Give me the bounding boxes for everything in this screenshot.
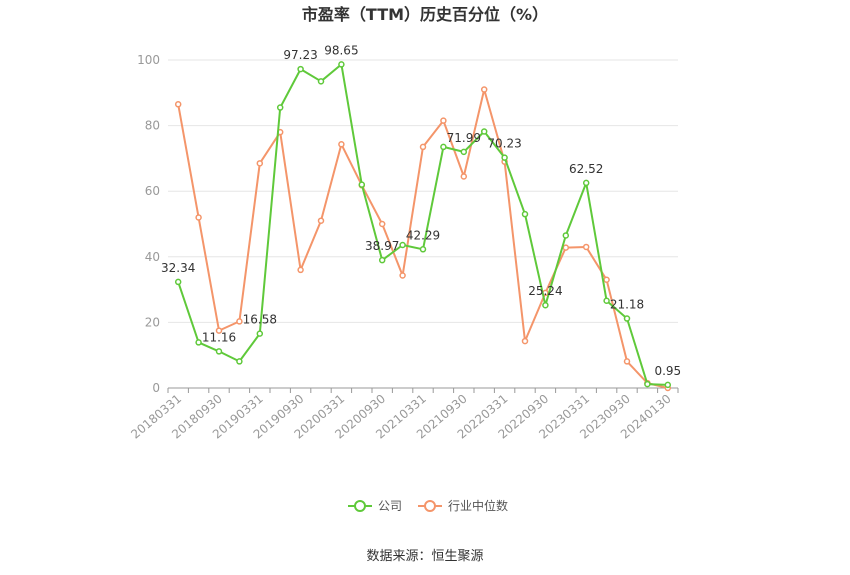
company-point-20190930 [297, 65, 304, 73]
company-point-20230630 [603, 297, 610, 305]
industry-median-point-20181231 [236, 318, 243, 325]
legend-item-company[interactable]: 公司 [348, 499, 402, 513]
company-point-20190630 [276, 104, 284, 111]
company-point-20221231 [562, 232, 570, 239]
chart-title: 市盈率（TTM）历史百分位（%） [302, 5, 548, 24]
industry-median-point-20210930 [460, 173, 468, 180]
company-point-20240130 [664, 381, 672, 389]
company-point-20220331 [501, 154, 508, 161]
legend-marker-icon [354, 500, 366, 512]
legend-item-industry-median[interactable]: 行业中位数 [418, 498, 508, 513]
industry-median-point-20180930 [215, 327, 223, 334]
company-point-20181231 [236, 358, 243, 365]
company-data-label-20200331: 98.65 [324, 43, 358, 57]
industry-median-point-20210331 [419, 143, 427, 151]
industry-median-point-20191231 [317, 217, 325, 224]
company-point-20191231 [317, 78, 325, 85]
company-data-label-20180331: 32.34 [161, 261, 195, 275]
company-point-20210331 [419, 246, 427, 253]
company-point-20180930 [215, 348, 223, 355]
legend[interactable]: 公司 行业中位数 [348, 498, 508, 513]
company-point-20230331 [582, 179, 590, 187]
company-point-20220630 [521, 210, 529, 218]
company-point-20210630 [440, 143, 447, 151]
industry-median-point-20190930 [297, 266, 304, 274]
company-point-20231231 [644, 380, 651, 388]
company-point-20200630 [358, 181, 366, 188]
y-axis: 0 20 40 60 80 100 [137, 53, 160, 395]
company-point-20201231 [399, 241, 406, 249]
company-data-label-20190930: 97.23 [283, 48, 317, 62]
source-note: 数据来源：恒生聚源 [366, 549, 483, 564]
company-point-20210930 [460, 148, 468, 156]
company-data-label-20180930: 11.16 [202, 330, 236, 344]
industry-median-point-20230930 [623, 358, 631, 365]
industry-median-point-20211231 [480, 86, 488, 93]
company-data-label-20220331: 70.23 [487, 137, 521, 151]
industry-median-point-20180630 [195, 214, 202, 221]
y-tick-label-80: 80 [145, 119, 160, 133]
company-point-20190331 [256, 330, 264, 337]
industry-median-point-20180331 [174, 101, 182, 108]
y-tick-label-40: 40 [145, 250, 160, 264]
company-point-20180630 [195, 339, 202, 346]
company-point-20200331 [338, 61, 345, 68]
company-data-label-20230930: 21.18 [610, 298, 644, 312]
y-tick-label-0: 0 [152, 381, 160, 395]
series-group [174, 61, 672, 392]
company-data-label-20200930: 38.97 [365, 239, 399, 253]
industry-median-point-20190331 [256, 160, 264, 167]
company-point-20230930 [623, 315, 631, 322]
y-tick-label-20: 20 [145, 315, 160, 329]
company-data-label-20220930: 25.24 [528, 284, 562, 298]
industry-median-point-20201231 [399, 272, 406, 279]
legend-marker-icon [424, 500, 436, 512]
y-tick-label-100: 100 [137, 53, 160, 67]
company-data-label-20210331: 42.29 [406, 228, 440, 242]
industry-median-point-20200331 [338, 141, 345, 148]
company-point-20220930 [542, 301, 549, 309]
company-data-label-20190331: 16.58 [243, 313, 277, 327]
industry-median-point-20230331 [582, 243, 590, 251]
company-point-20200930 [378, 256, 386, 264]
industry-median-point-20221231 [562, 244, 570, 251]
company-data-label-20230331: 62.52 [569, 162, 603, 176]
company-point-20180331 [174, 278, 182, 286]
legend-label: 行业中位数 [448, 498, 508, 513]
x-axis: 2018033120180930201903312019093020200331… [128, 387, 679, 442]
industry-median-point-20230630 [603, 276, 610, 284]
industry-median-point-20200930 [378, 220, 386, 228]
industry-median-point-20220630 [521, 337, 529, 345]
company-data-label-20240130: 0.95 [654, 364, 681, 378]
industry-median-point-20210630 [440, 117, 447, 124]
company-point-20211231 [480, 128, 488, 135]
data-labels: 32.34 11.16 16.58 97.23 98.65 38.97 42.29 71.99… [161, 43, 681, 377]
legend-label: 公司 [378, 499, 402, 513]
y-tick-label-60: 60 [145, 184, 160, 198]
company-data-label-20210930: 71.99 [447, 131, 481, 145]
